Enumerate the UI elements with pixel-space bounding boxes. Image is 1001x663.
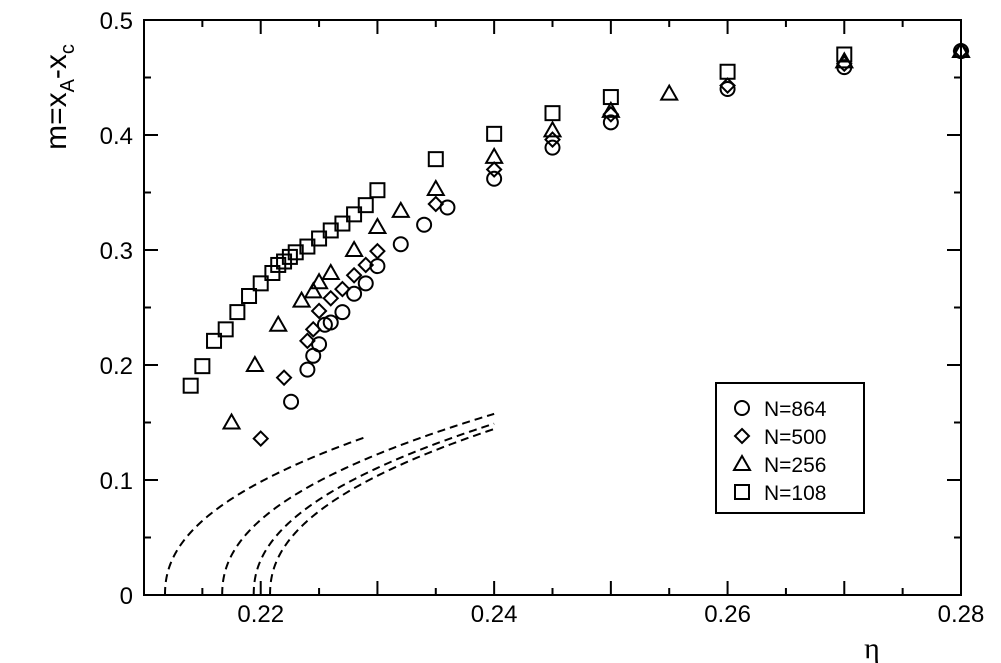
data-point-square (229, 304, 246, 321)
data-point-circle (334, 304, 351, 321)
x-tick-labels: 0.22 0.24 0.26 0.28 (237, 601, 984, 628)
data-point-circle (283, 393, 300, 410)
x-tick-label: 0.26 (704, 601, 751, 628)
x-tick-label: 0.24 (471, 601, 518, 628)
y-tick-label: 0.2 (100, 353, 133, 380)
legend-marker-square (734, 484, 750, 500)
data-point-diamond (252, 430, 270, 448)
data-point-square (544, 105, 561, 122)
y-tick-label: 0.4 (100, 123, 133, 150)
data-point-diamond (298, 332, 316, 350)
data-point-circle (544, 139, 561, 156)
data-point-square (182, 377, 199, 394)
legend-label: N=864 (764, 398, 827, 421)
data-point-triangle (268, 314, 288, 332)
data-point-square (270, 256, 287, 273)
data-point-diamond (322, 289, 340, 307)
data-point-square (217, 321, 234, 338)
data-point-square (369, 182, 386, 199)
data-point-square (311, 230, 328, 247)
fit-curve (221, 412, 495, 596)
legend-label: N=108 (764, 482, 826, 505)
data-point-diamond (334, 280, 351, 298)
fit-curves (164, 412, 495, 596)
fit-curve (164, 436, 367, 596)
legend-box (715, 382, 865, 514)
legend-label: N=500 (764, 426, 826, 449)
data-point-square (194, 358, 211, 375)
data-point-triangle (391, 200, 411, 218)
data-point-circle (486, 170, 503, 187)
data-point-triangle (426, 179, 446, 197)
fit-curve (252, 422, 495, 596)
data-point-square (836, 46, 853, 63)
data-point-square (276, 253, 293, 270)
data-point-circle (299, 361, 316, 378)
y-tick-label: 0.1 (100, 468, 133, 495)
x-axis-label: η (864, 632, 880, 663)
data-point-triangle (221, 412, 242, 430)
data-point-diamond (719, 77, 736, 94)
y-axis-label: m=xA-xc (40, 44, 79, 150)
data-point-triangle (659, 83, 679, 101)
legend-label: N=256 (764, 454, 826, 477)
data-point-circle (346, 285, 363, 302)
data-point-diamond (485, 161, 503, 178)
x-tick-label: 0.22 (237, 601, 284, 628)
data-point-diamond (369, 242, 386, 260)
data-point-diamond (427, 195, 445, 213)
data-point-triangle (601, 100, 621, 118)
data-point-triangle (344, 239, 364, 257)
data-point-square (427, 151, 444, 168)
data-point-square (264, 265, 281, 281)
data-point-triangle (309, 272, 329, 290)
data-point-circle (602, 114, 619, 131)
y-tick-label: 0.3 (100, 238, 133, 265)
data-point-triangle (542, 120, 563, 138)
legend-marker-circle (734, 400, 750, 416)
legend-marker-triangle (732, 453, 752, 471)
data-point-circle (416, 216, 433, 233)
data-point-square (346, 206, 363, 223)
data-point-diamond (602, 105, 620, 123)
legend-marker-diamond (733, 427, 751, 445)
data-point-square (241, 288, 258, 304)
data-point-diamond (345, 266, 363, 284)
data-point-triangle (245, 354, 265, 372)
data-point-square (357, 197, 374, 214)
data-point-circle (392, 236, 409, 253)
y-tick-label: 0.5 (100, 8, 133, 35)
y-tick-label: 0 (120, 583, 133, 610)
data-point-diamond (357, 256, 375, 274)
data-point-square (486, 125, 503, 142)
data-point-diamond (310, 302, 328, 320)
data-point-diamond (544, 131, 561, 149)
data-point-diamond (275, 369, 293, 387)
data-point-square (719, 63, 736, 80)
data-point-square (334, 215, 351, 232)
data-point-square (299, 238, 316, 255)
data-point-triangle (367, 216, 388, 234)
data-point-square (206, 332, 223, 349)
data-point-square (602, 89, 619, 106)
data-point-triangle (484, 146, 504, 164)
data-point-square (252, 275, 269, 292)
data-point-circle (322, 314, 339, 331)
fit-curve (269, 428, 495, 596)
data-point-circle (357, 275, 374, 292)
data-markers (182, 41, 971, 448)
data-point-triangle (303, 281, 323, 299)
data-point-triangle (291, 290, 312, 308)
data-point-triangle (321, 262, 341, 280)
data-point-circle (719, 81, 736, 97)
legend: N=864 N=500 N=256 N=108 (715, 382, 865, 514)
data-point-triangle (834, 51, 855, 69)
data-point-square (281, 248, 298, 265)
data-point-diamond (304, 320, 322, 338)
data-point-square (287, 244, 304, 261)
axis-ticks (143, 19, 962, 596)
x-tick-label: 0.28 (938, 601, 985, 628)
y-tick-labels: 0 0.1 0.2 0.3 0.4 0.5 (100, 8, 133, 610)
